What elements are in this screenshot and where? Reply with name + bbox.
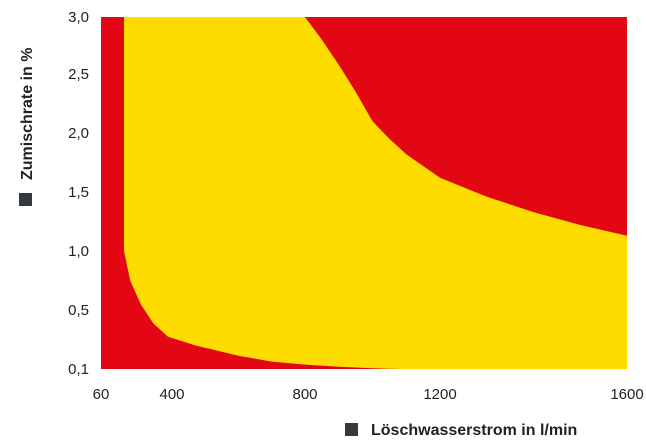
x-tick-label: 60	[93, 386, 110, 403]
y-axis-label-group: Zumischrate in %	[19, 48, 36, 206]
x-tick-label: 800	[292, 386, 317, 403]
x-tick-label: 1200	[423, 386, 456, 403]
y-axis-label: Zumischrate in %	[19, 48, 36, 180]
y-axis-legend-marker	[19, 193, 32, 206]
x-axis-legend-marker	[345, 423, 358, 436]
x-tick-label: 1600	[610, 386, 643, 403]
x-axis-label-group: Löschwasserstrom in l/min	[345, 422, 577, 439]
y-tick-label: 0,1	[68, 361, 89, 378]
x-axis-label: Löschwasserstrom in l/min	[371, 422, 577, 439]
y-tick-label: 2,5	[68, 66, 89, 83]
x-axis-ticks: 60 400 800 1200 1600	[93, 386, 644, 403]
yellow-region	[124, 17, 627, 369]
y-axis-ticks: 0,1 0,5 1,0 1,5 2,0 2,5 3,0	[68, 9, 89, 378]
y-tick-label: 2,0	[68, 125, 89, 142]
y-tick-label: 1,5	[68, 184, 89, 201]
x-tick-label: 400	[159, 386, 184, 403]
y-tick-label: 1,0	[68, 243, 89, 260]
y-tick-label: 3,0	[68, 9, 89, 26]
y-tick-label: 0,5	[68, 302, 89, 319]
